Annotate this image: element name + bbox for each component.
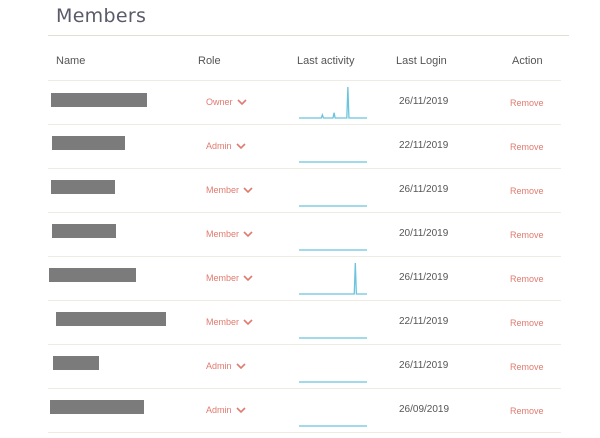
chevron-down-icon xyxy=(243,318,253,325)
column-header-action: Action xyxy=(512,55,543,67)
column-header-last-activity: Last activity xyxy=(297,55,355,67)
redacted-name xyxy=(49,268,136,282)
last-login-date: 22/11/2019 xyxy=(399,316,449,327)
redacted-name xyxy=(56,312,166,326)
table-row: Admin 26/11/2019 Remove xyxy=(48,345,561,389)
role-dropdown[interactable]: Admin xyxy=(206,405,246,415)
title-divider xyxy=(48,35,569,36)
table-row: Admin 26/09/2019 Remove xyxy=(48,389,561,433)
role-label: Member xyxy=(206,229,240,239)
chevron-down-icon xyxy=(235,362,246,369)
redacted-name xyxy=(53,356,99,370)
activity-sparkline xyxy=(299,161,367,163)
remove-button[interactable]: Remove xyxy=(510,406,544,416)
role-label: Member xyxy=(206,317,240,327)
role-dropdown[interactable]: Member xyxy=(206,317,253,327)
activity-sparkline xyxy=(299,381,367,383)
table-row: Member 26/11/2019 Remove xyxy=(48,169,561,213)
column-header-name: Name xyxy=(56,55,86,67)
chevron-down-icon xyxy=(243,230,253,237)
activity-sparkline xyxy=(299,337,367,339)
last-login-date: 26/11/2019 xyxy=(399,96,449,107)
role-label: Member xyxy=(206,185,240,195)
activity-sparkline xyxy=(299,262,367,295)
table-header: Name Role Last activity Last Login Actio… xyxy=(48,40,561,81)
remove-button[interactable]: Remove xyxy=(510,230,544,240)
role-dropdown[interactable]: Admin xyxy=(206,361,246,371)
role-dropdown[interactable]: Member xyxy=(206,273,253,283)
last-login-date: 26/11/2019 xyxy=(399,272,449,283)
page-title: Members xyxy=(56,5,147,27)
table-row: Owner 26/11/2019 Remove xyxy=(48,81,561,125)
last-login-date: 26/09/2019 xyxy=(399,404,450,415)
last-login-date: 26/11/2019 xyxy=(399,360,449,371)
table-row: Member 26/11/2019 Remove xyxy=(48,257,561,301)
column-header-role: Role xyxy=(198,55,221,67)
sparkline-line xyxy=(299,262,367,295)
role-label: Admin xyxy=(206,141,232,151)
chevron-down-icon xyxy=(235,406,246,413)
role-dropdown[interactable]: Owner xyxy=(206,97,247,107)
chevron-down-icon xyxy=(235,142,246,149)
chevron-down-icon xyxy=(243,274,253,281)
remove-button[interactable]: Remove xyxy=(510,362,544,372)
role-label: Admin xyxy=(206,405,232,415)
last-login-date: 26/11/2019 xyxy=(399,184,449,195)
table-row: Member 22/11/2019 Remove xyxy=(48,301,561,345)
column-header-last-login: Last Login xyxy=(396,55,447,67)
remove-button[interactable]: Remove xyxy=(510,274,544,284)
members-table: Name Role Last activity Last Login Actio… xyxy=(48,40,561,433)
redacted-name xyxy=(52,136,125,150)
redacted-name xyxy=(50,400,144,414)
activity-sparkline xyxy=(299,205,367,207)
redacted-name xyxy=(52,224,116,238)
remove-button[interactable]: Remove xyxy=(510,98,544,108)
last-login-date: 20/11/2019 xyxy=(399,228,449,239)
table-body: Owner 26/11/2019 Remove Admin 22/11/2019… xyxy=(48,81,561,433)
remove-button[interactable]: Remove xyxy=(510,318,544,328)
role-dropdown[interactable]: Member xyxy=(206,229,253,239)
table-row: Admin 22/11/2019 Remove xyxy=(48,125,561,169)
remove-button[interactable]: Remove xyxy=(510,142,544,152)
chevron-down-icon xyxy=(236,98,247,105)
redacted-name xyxy=(51,180,115,194)
activity-sparkline xyxy=(299,86,367,119)
last-login-date: 22/11/2019 xyxy=(399,140,449,151)
table-row: Member 20/11/2019 Remove xyxy=(48,213,561,257)
activity-sparkline xyxy=(299,249,367,251)
activity-sparkline xyxy=(299,425,367,427)
role-label: Owner xyxy=(206,97,233,107)
remove-button[interactable]: Remove xyxy=(510,186,544,196)
sparkline-line xyxy=(299,86,367,119)
role-dropdown[interactable]: Admin xyxy=(206,141,246,151)
chevron-down-icon xyxy=(243,186,253,193)
redacted-name xyxy=(51,93,147,107)
role-label: Member xyxy=(206,273,240,283)
role-label: Admin xyxy=(206,361,232,371)
role-dropdown[interactable]: Member xyxy=(206,185,253,195)
